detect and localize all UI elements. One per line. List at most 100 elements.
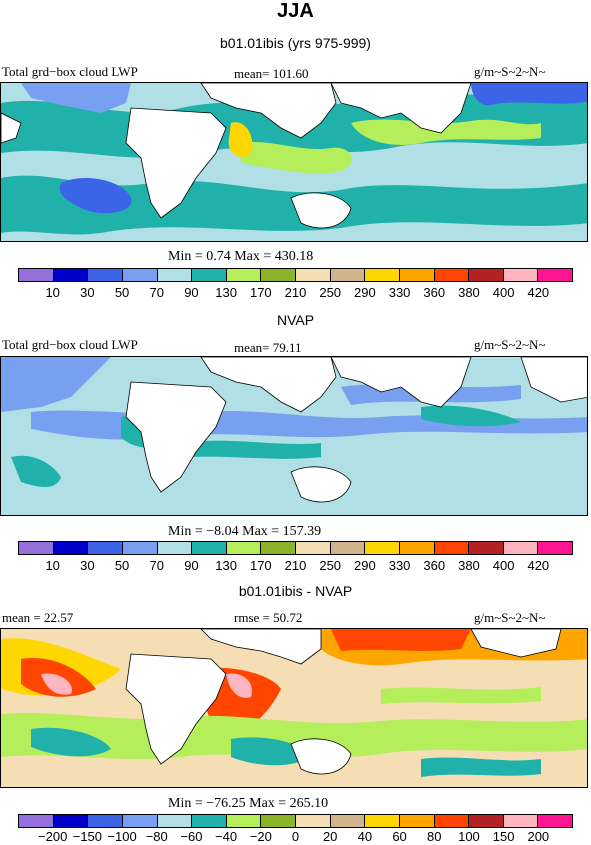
panel3-title: b01.01ibis - NVAP — [238, 583, 353, 599]
plot-title: JJA — [277, 0, 314, 22]
colorbar-tick-label: 50 — [114, 285, 130, 300]
colorbar-tick-label: 90 — [184, 558, 199, 573]
colorbar-tick-label: 170 — [249, 285, 272, 300]
panel3-units-label: g/m~S~2~N~ — [474, 610, 546, 625]
colorbar-tick-label: 330 — [388, 285, 411, 300]
colorbar-tick-label: 380 — [458, 285, 480, 300]
colorbar-swatch — [399, 269, 435, 281]
colorbar-tick-label: 250 — [319, 285, 342, 300]
difference-map — [0, 628, 588, 788]
colorbar-tick-label: 50 — [114, 558, 130, 573]
panel1-minmax: Min = 0.74 Max = 430.18 — [168, 249, 314, 264]
panel2-field-label: Total grd−box cloud LWP — [2, 337, 138, 352]
colorbar-2-ticks: 10 30 50 70 90 130 170 210 250 290 330 360 380 400 420 — [18, 558, 573, 574]
colorbar-swatch — [192, 269, 227, 281]
colorbar-swatch — [261, 815, 296, 827]
colorbar-swatch — [296, 815, 331, 827]
colorbar-swatch — [192, 815, 227, 827]
colorbar-tick-label: 130 — [215, 285, 237, 300]
nvap-lwp-map — [0, 356, 588, 516]
colorbar-tick-label: 40 — [357, 829, 373, 844]
colorbar-tick-label: 400 — [492, 558, 515, 573]
colorbar-swatch — [296, 542, 331, 554]
colorbar-1 — [18, 268, 573, 282]
colorbar-tick-label: 250 — [319, 558, 342, 573]
colorbar-swatch — [192, 542, 227, 554]
colorbar-tick-label: 90 — [184, 285, 199, 300]
colorbar-tick-label: 130 — [215, 558, 237, 573]
colorbar-tick-label: 60 — [392, 829, 407, 844]
colorbar-swatch — [538, 815, 572, 827]
panel3-minmax: Min = −76.25 Max = 265.10 — [168, 796, 329, 811]
colorbar-swatch — [53, 269, 89, 281]
colorbar-tick-label: 150 — [492, 829, 515, 844]
colorbar-tick-label: 200 — [527, 829, 550, 844]
panel1-mean-label: mean= 101.60 — [234, 66, 309, 81]
colorbar-swatch — [434, 269, 470, 281]
colorbar-swatch — [261, 269, 296, 281]
colorbar-tick-label: 10 — [45, 285, 60, 300]
colorbar-tick-label: 10 — [45, 558, 60, 573]
colorbar-tick-label: 360 — [423, 285, 446, 300]
panel3-rmse-label: rmse = 50.72 — [234, 610, 303, 625]
model-subtitle: b01.01ibis (yrs 975-999) — [220, 35, 371, 51]
panel2-units-label: g/m~S~2~N~ — [474, 337, 546, 352]
colorbar-swatch — [365, 815, 400, 827]
colorbar-swatch — [296, 269, 331, 281]
colorbar-tick-label: −200 — [38, 829, 68, 844]
colorbar-tick-label: 70 — [149, 558, 164, 573]
colorbar-swatch — [365, 269, 400, 281]
colorbar-tick-label: 80 — [427, 829, 442, 844]
model-lwp-map — [0, 82, 588, 242]
colorbar-swatch — [469, 542, 504, 554]
colorbar-tick-label: 70 — [149, 285, 164, 300]
colorbar-tick-label: 100 — [458, 829, 480, 844]
colorbar-2 — [18, 541, 573, 555]
panel3-mean-label: mean = 22.57 — [2, 610, 74, 625]
colorbar-tick-label: 290 — [354, 285, 376, 300]
colorbar-swatch — [365, 542, 400, 554]
colorbar-swatch — [469, 815, 504, 827]
colorbar-tick-label: 170 — [249, 558, 272, 573]
colorbar-swatch — [226, 815, 262, 827]
colorbar-tick-label: 400 — [492, 285, 515, 300]
colorbar-swatch — [19, 815, 54, 827]
colorbar-tick-label: 330 — [388, 558, 411, 573]
colorbar-swatch — [122, 269, 158, 281]
colorbar-tick-label: 210 — [284, 558, 307, 573]
colorbar-tick-label: 0 — [291, 829, 300, 844]
colorbar-tick-label: −20 — [249, 829, 272, 844]
colorbar-tick-label: 360 — [423, 558, 446, 573]
colorbar-tick-label: 30 — [80, 285, 95, 300]
colorbar-tick-label: −100 — [107, 829, 137, 844]
colorbar-swatch — [226, 542, 262, 554]
colorbar-swatch — [19, 269, 54, 281]
colorbar-swatch — [157, 269, 193, 281]
colorbar-tick-label: −40 — [215, 829, 238, 844]
colorbar-swatch — [399, 542, 435, 554]
colorbar-swatch — [88, 542, 123, 554]
colorbar-tick-label: −80 — [145, 829, 168, 844]
panel1-units-label: g/m~S~2~N~ — [474, 64, 546, 79]
panel1-field-label: Total grd−box cloud LWP — [2, 64, 138, 79]
colorbar-tick-label: 420 — [527, 558, 550, 573]
colorbar-swatch — [330, 269, 366, 281]
colorbar-swatch — [88, 815, 123, 827]
colorbar-swatch — [19, 542, 54, 554]
colorbar-swatch — [226, 269, 262, 281]
colorbar-tick-label: 290 — [354, 558, 376, 573]
colorbar-tick-label: 380 — [458, 558, 480, 573]
colorbar-swatch — [53, 542, 89, 554]
colorbar-swatch — [538, 269, 572, 281]
colorbar-swatch — [122, 815, 158, 827]
colorbar-swatch — [261, 542, 296, 554]
panel2-minmax: Min = −8.04 Max = 157.39 — [168, 524, 322, 539]
colorbar-swatch — [538, 542, 572, 554]
colorbar-tick-label: −150 — [72, 829, 103, 844]
colorbar-swatch — [157, 815, 193, 827]
colorbar-swatch — [399, 815, 435, 827]
colorbar-swatch — [88, 269, 123, 281]
colorbar-tick-label: −60 — [180, 829, 203, 844]
colorbar-tick-label: 20 — [322, 829, 338, 844]
colorbar-swatch — [330, 542, 366, 554]
